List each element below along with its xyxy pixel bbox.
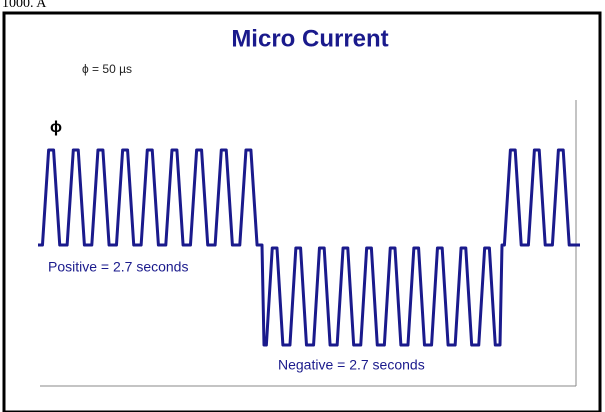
phase-symbol: ϕ xyxy=(50,119,62,136)
positive-label: Positive = 2.7 seconds xyxy=(48,259,188,275)
waveform xyxy=(38,148,580,347)
title: Micro Current xyxy=(231,25,388,52)
period-label: ϕ = 50 µs xyxy=(82,62,132,76)
header-text: 1000. A xyxy=(2,0,47,11)
negative-label: Negative = 2.7 seconds xyxy=(278,357,425,373)
